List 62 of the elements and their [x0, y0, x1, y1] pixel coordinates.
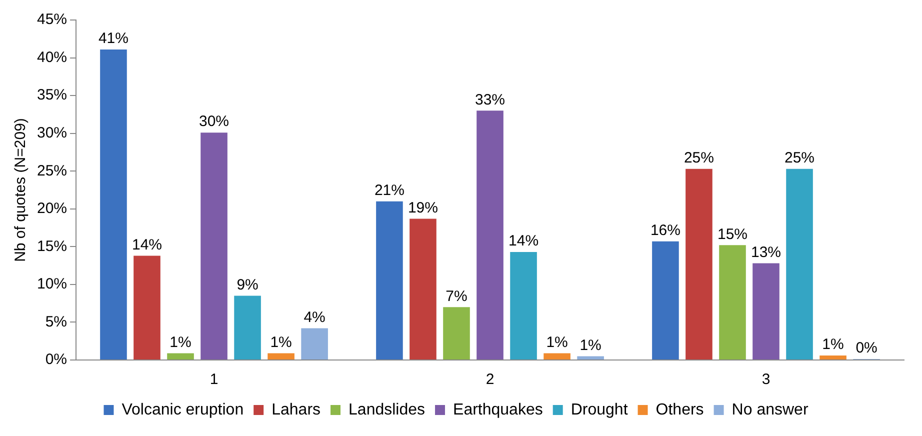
data-label: 14% [132, 236, 162, 254]
bar [510, 252, 537, 360]
data-label: 25% [784, 149, 815, 166]
y-tick-label: 5% [45, 313, 68, 330]
legend-label: Volcanic eruption [122, 401, 244, 418]
y-tick-label: 25% [36, 162, 68, 180]
data-label: 7% [446, 288, 468, 305]
bar [410, 218, 436, 360]
bar [752, 263, 780, 360]
data-label: 30% [199, 113, 230, 130]
x-tick-label: 1 [210, 371, 218, 388]
bar [719, 245, 746, 360]
bar [652, 241, 679, 360]
data-label: 15% [717, 226, 748, 243]
data-label: 13% [750, 244, 782, 261]
data-label: 16% [650, 222, 680, 240]
data-label: 41% [98, 30, 128, 48]
legend-label: Drought [570, 401, 628, 418]
data-label: 4% [304, 308, 326, 326]
y-tick-label: 0% [45, 351, 68, 368]
legend-label: Others [656, 401, 704, 418]
data-label: 25% [684, 149, 714, 166]
bar [234, 296, 261, 360]
legend-label: Lahars [272, 401, 321, 418]
data-label: 0% [856, 340, 878, 357]
y-tick-label: 40% [36, 48, 68, 66]
bar [134, 256, 160, 360]
data-label: 1% [822, 336, 844, 354]
bar [786, 168, 813, 360]
data-label: 21% [374, 182, 404, 199]
bar [167, 353, 194, 360]
bar [544, 353, 570, 360]
data-label: 19% [408, 199, 438, 216]
data-label: 1% [546, 334, 568, 351]
bar [476, 110, 504, 360]
bar [268, 353, 294, 360]
y-tick-label: 45% [36, 11, 68, 28]
bar [100, 49, 127, 360]
bar [686, 168, 712, 360]
data-label: 33% [474, 91, 506, 108]
y-tick-label: 30% [36, 124, 68, 142]
bar [376, 201, 403, 360]
data-label: 1% [580, 336, 602, 354]
x-tick-label: 3 [762, 371, 770, 388]
bar [301, 328, 328, 360]
y-tick-label: 20% [36, 200, 68, 218]
legend-label: Landslides [348, 401, 426, 418]
y-axis-title: Nb of quotes (N=209) [12, 118, 30, 262]
x-tick-label: 2 [486, 371, 494, 388]
bar [820, 355, 846, 360]
data-label: 1% [270, 334, 292, 351]
legend-label: Earthquakes [453, 401, 543, 418]
data-label: 14% [508, 232, 539, 250]
legend-label: No answer [732, 401, 809, 418]
y-tick-label: 10% [36, 276, 68, 293]
data-label: 9% [236, 276, 258, 294]
bar [443, 307, 470, 360]
y-tick-label: 35% [36, 86, 68, 104]
bar [200, 132, 228, 360]
bar [577, 356, 604, 360]
data-label: 1% [170, 334, 192, 351]
y-tick-label: 15% [36, 238, 68, 255]
